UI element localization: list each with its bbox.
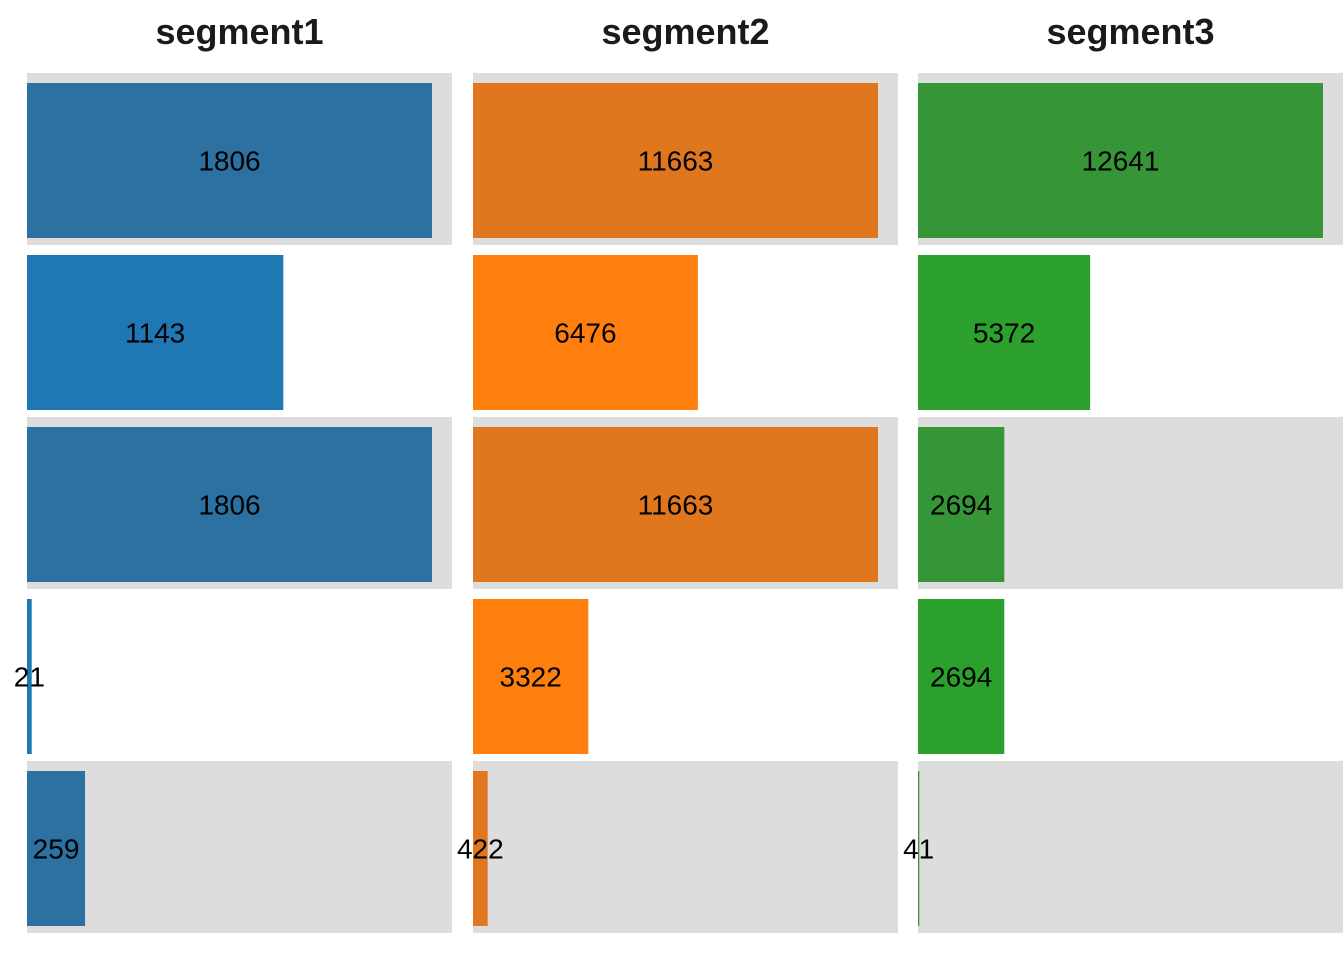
bar-label: 422 xyxy=(457,834,504,865)
bar xyxy=(918,83,1323,238)
row-band xyxy=(473,761,898,933)
panel-title: segment1 xyxy=(155,11,323,52)
bar-label: 259 xyxy=(33,834,80,865)
bar xyxy=(27,771,86,926)
bar-label: 1806 xyxy=(198,146,260,177)
bar xyxy=(27,83,432,238)
bar xyxy=(918,427,1005,582)
bar-label: 11663 xyxy=(638,490,714,521)
panel-segment1: segment1 1806 1143 1806 21 259 xyxy=(14,11,432,926)
bar xyxy=(473,771,488,926)
bar xyxy=(918,599,1005,754)
bar xyxy=(473,427,878,582)
bar-label: 21 xyxy=(14,662,45,693)
bar xyxy=(27,255,284,410)
bar-label: 5372 xyxy=(973,318,1035,349)
bar xyxy=(918,771,920,926)
panel-segment2: segment2 11663 6476 11663 3322 422 xyxy=(457,11,878,926)
bar xyxy=(27,599,32,754)
bar-label: 41 xyxy=(903,834,934,865)
bar-label: 2694 xyxy=(930,662,992,693)
bar-label: 2694 xyxy=(930,490,992,521)
row-band xyxy=(918,761,1343,933)
row-band xyxy=(27,761,452,933)
panel-segment3: segment3 12641 5372 2694 2694 41 xyxy=(903,11,1323,926)
bar-label: 6476 xyxy=(554,318,616,349)
bar xyxy=(918,255,1091,410)
bar xyxy=(473,83,878,238)
bar-label: 12641 xyxy=(1082,146,1160,177)
bar-label: 3322 xyxy=(500,662,562,693)
bar xyxy=(27,427,432,582)
panel-title: segment3 xyxy=(1046,11,1214,52)
bar-label: 11663 xyxy=(638,146,714,177)
panel-title: segment2 xyxy=(601,11,769,52)
bar xyxy=(473,599,589,754)
bar xyxy=(473,255,698,410)
bar-label: 1143 xyxy=(125,318,185,349)
bar-label: 1806 xyxy=(198,490,260,521)
panels: segment1 1806 1143 1806 21 259 segment2 11663 64… xyxy=(14,11,1323,926)
